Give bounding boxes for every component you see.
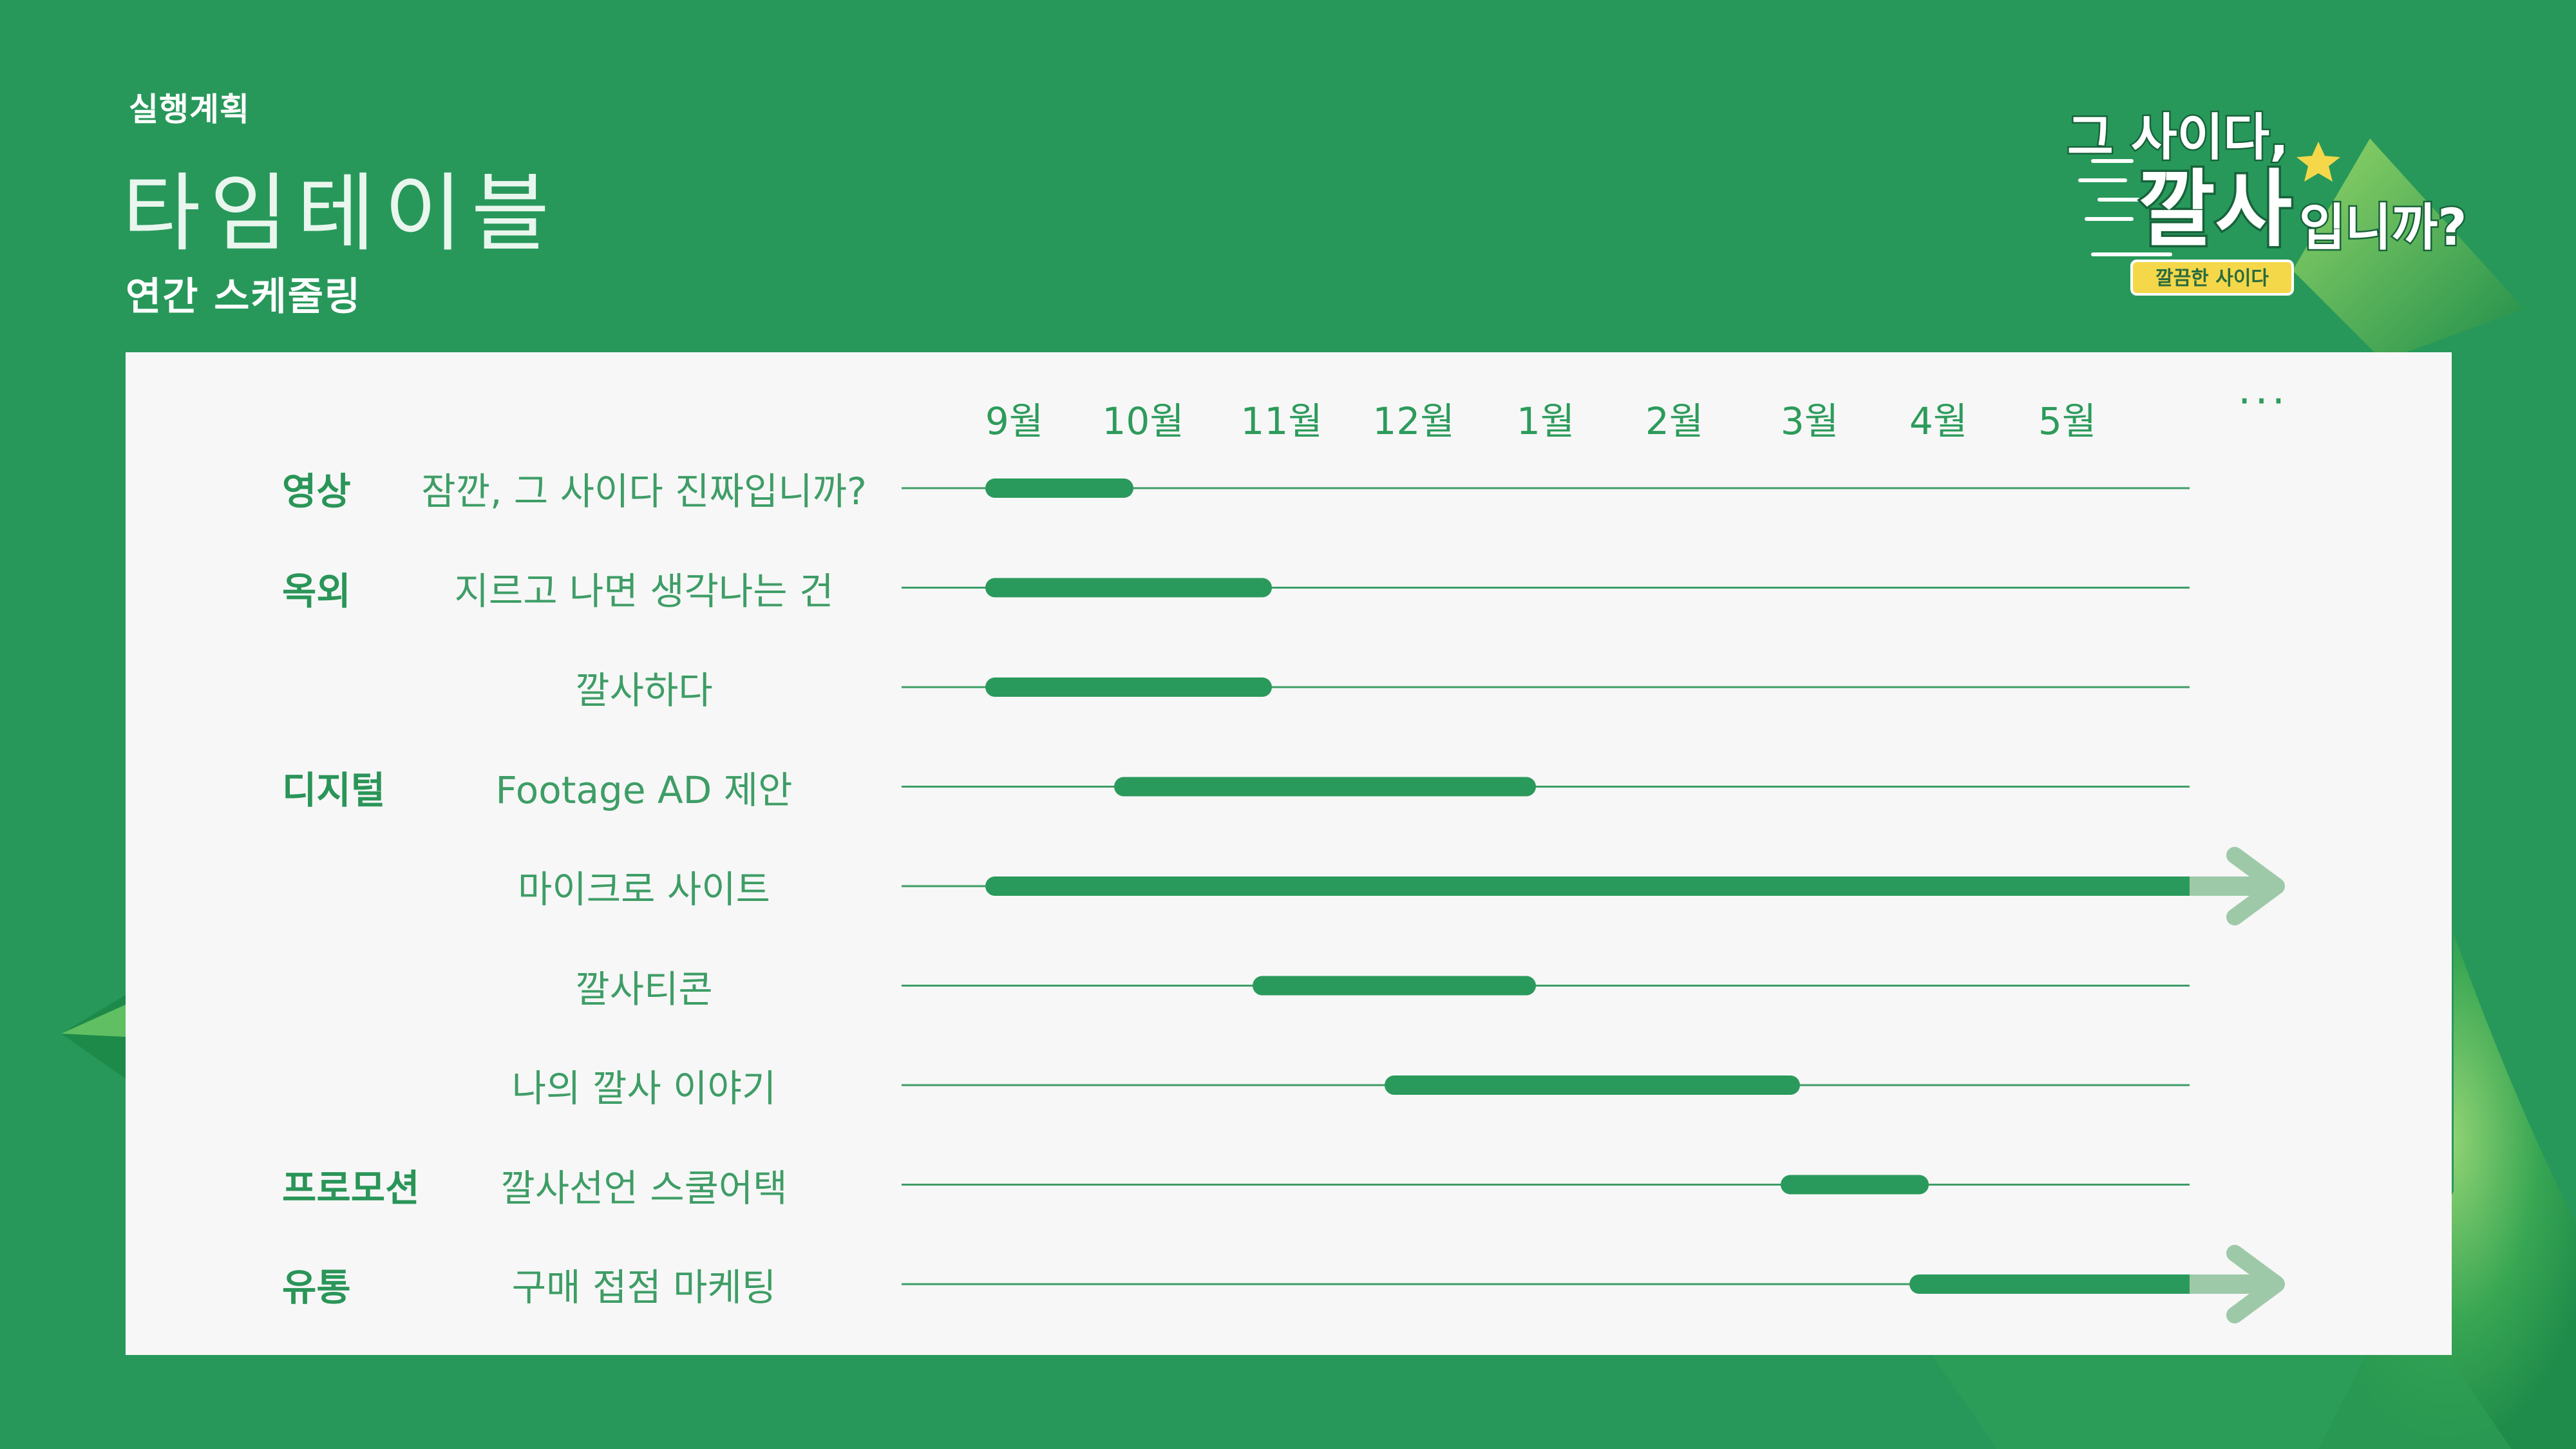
- section-label: 실행계획: [129, 91, 250, 128]
- row-label: 마이크로 사이트: [518, 867, 770, 911]
- logo-line2: 깔사: [2138, 160, 2292, 258]
- month-label: 11월: [1240, 399, 1323, 443]
- month-label: 2월: [1645, 399, 1704, 443]
- campaign-logo: 그 사이다, 깔사 입니까? 깔끔한 사이다: [2066, 108, 2468, 296]
- row-label: 나의 깔사 이야기: [511, 1066, 777, 1110]
- row-label: 잠깐, 그 사이다 진짜입니까?: [421, 469, 867, 513]
- logo-tag: 깔끔한 사이다: [2155, 267, 2269, 290]
- row-label: 깔사선언 스쿨어택: [500, 1166, 788, 1210]
- row-label: 지르고 나면 생각나는 건: [454, 569, 834, 613]
- month-label: 10월: [1102, 399, 1184, 443]
- gantt-chart: [902, 478, 2285, 1323]
- month-label: 1월: [1516, 399, 1575, 443]
- month-label: 9월: [985, 399, 1044, 443]
- month-label: 3월: [1780, 399, 1839, 443]
- month-label: 4월: [1909, 399, 1968, 443]
- row-label: 깔사티콘: [575, 967, 713, 1011]
- page-subtitle: 연간 스케줄링: [126, 274, 362, 319]
- logo-tag-box: [2130, 260, 2294, 296]
- logo-line3: 입니까?: [2299, 199, 2467, 257]
- logo-line1: 그 사이다,: [2067, 109, 2289, 167]
- continuation-arrow-icon: [2226, 847, 2285, 925]
- row-category: 디지털: [282, 768, 386, 812]
- bottom-right-cone-shape: [2318, 934, 2576, 1449]
- logo-star-icon: [2297, 142, 2340, 182]
- row-category: 영상: [282, 469, 351, 513]
- row-category: 유통: [282, 1265, 351, 1309]
- timeline-panel: 9월 10월 11월 12월 1월 2월 3월 4월 5월 ··· 영상 잠깐, 그 사이다 진짜…: [126, 352, 2452, 1355]
- top-right-cone-shape: [2293, 138, 2524, 361]
- continuation-arrow-icon: [2226, 1245, 2285, 1323]
- row-category: 옥외: [282, 569, 351, 613]
- left-cone-shape: [61, 995, 126, 1079]
- page-title: 타임테이블: [122, 164, 559, 263]
- row-category: 프로모션: [282, 1166, 420, 1210]
- bottom-right-cone-shape-2: [1932, 1355, 2512, 1449]
- more-months-indicator: ···: [2238, 378, 2289, 426]
- row-label: Footage AD 제안: [495, 768, 793, 812]
- row-label: 구매 접점 마케팅: [511, 1265, 777, 1309]
- month-label: 5월: [2038, 399, 2097, 443]
- month-label: 12월: [1372, 399, 1455, 443]
- left-cone-shape-2: [61, 1005, 126, 1037]
- row-label: 깔사하다: [575, 668, 713, 712]
